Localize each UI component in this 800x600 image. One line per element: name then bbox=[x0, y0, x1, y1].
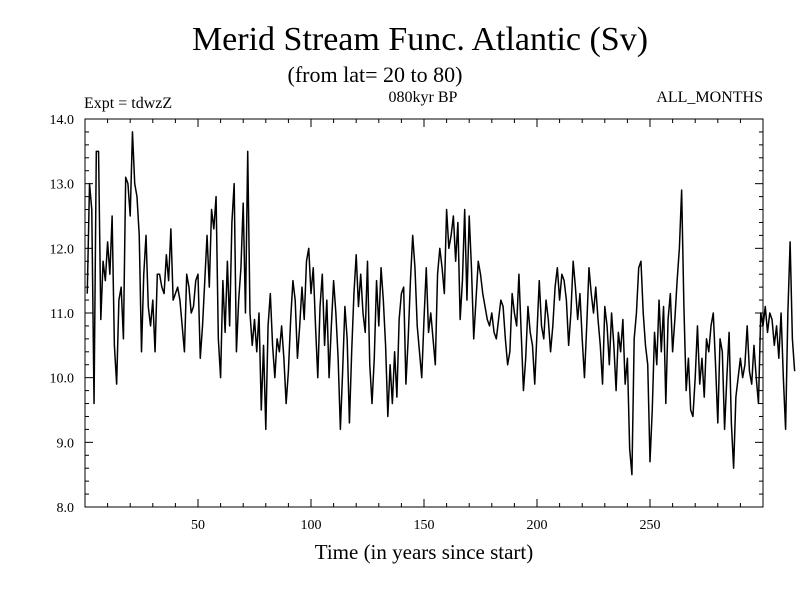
x-tick-label: 200 bbox=[527, 518, 548, 533]
experiment-label: Expt = tdwzZ bbox=[84, 95, 172, 112]
x-axis-label: Time (in years since start) bbox=[315, 540, 534, 564]
chart-subtitle: (from lat= 20 to 80) bbox=[288, 62, 463, 87]
y-tick-label: 11.0 bbox=[50, 307, 74, 322]
chart-title: Merid Stream Func. Atlantic (Sv) bbox=[192, 21, 648, 58]
x-tick-label: 100 bbox=[301, 518, 322, 533]
series-line bbox=[86, 131, 796, 476]
y-tick-label: 9.0 bbox=[57, 436, 75, 451]
months-label: ALL_MONTHS bbox=[656, 89, 763, 106]
period-label: 080kyr BP bbox=[389, 89, 458, 106]
y-tick-label: 13.0 bbox=[50, 178, 75, 193]
x-tick-label: 250 bbox=[640, 518, 661, 533]
y-tick-label: 12.0 bbox=[50, 242, 75, 257]
y-tick-label: 8.0 bbox=[57, 501, 75, 516]
x-tick-label: 50 bbox=[191, 518, 205, 533]
x-tick-label: 150 bbox=[414, 518, 435, 533]
x-axis: 50 100 150 200 250 bbox=[107, 119, 741, 533]
y-tick-label: 10.0 bbox=[50, 372, 75, 387]
y-tick-label: 14.0 bbox=[50, 113, 75, 128]
plot-frame bbox=[84, 118, 764, 508]
